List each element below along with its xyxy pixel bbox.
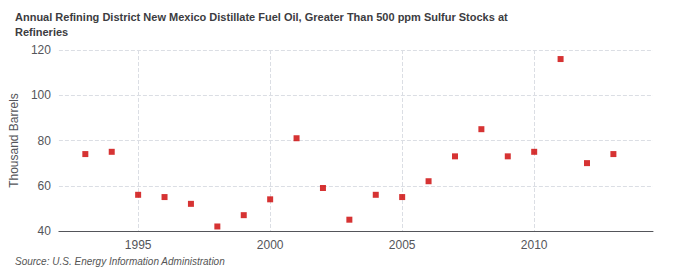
svg-text:Source: U.S. Energy Informatio: Source: U.S. Energy Information Administ… [15, 256, 225, 267]
svg-text:120: 120 [31, 43, 51, 57]
svg-text:60: 60 [38, 179, 52, 193]
svg-text:40: 40 [38, 224, 52, 238]
svg-text:80: 80 [38, 134, 52, 148]
svg-text:1995: 1995 [125, 238, 152, 252]
svg-text:Refineries: Refineries [15, 26, 68, 38]
svg-text:2005: 2005 [389, 238, 416, 252]
svg-text:100: 100 [31, 88, 51, 102]
svg-text:Annual Refining District New M: Annual Refining District New Mexico Dist… [15, 11, 508, 23]
svg-text:2000: 2000 [257, 238, 284, 252]
svg-text:2010: 2010 [521, 238, 548, 252]
svg-text:Thousand Barrels: Thousand Barrels [7, 93, 21, 188]
